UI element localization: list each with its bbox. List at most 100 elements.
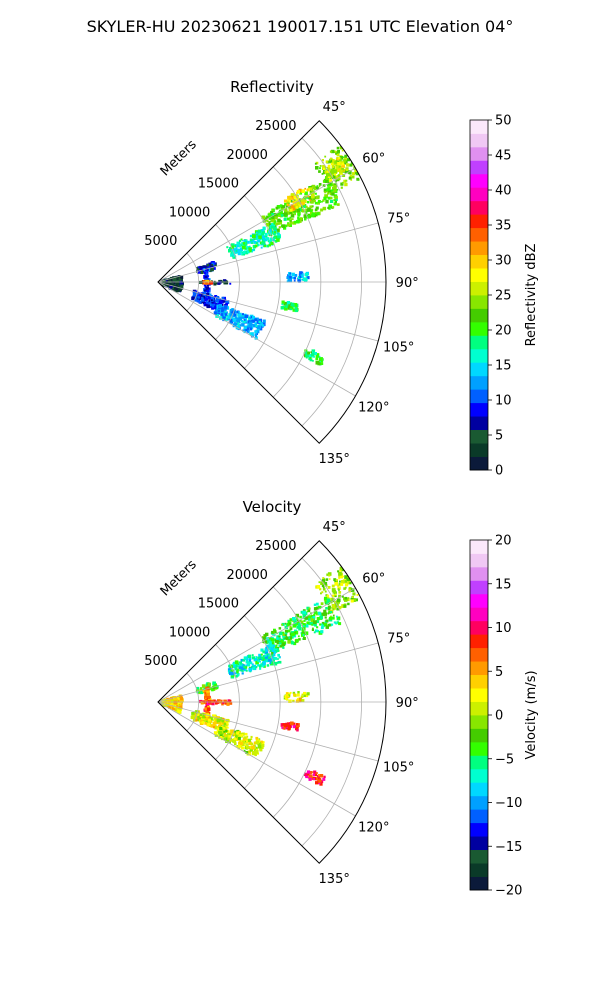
echo-region-core-north — [283, 187, 315, 212]
colorbar-swatch — [470, 863, 488, 877]
colorbar-tick-label: 25 — [495, 289, 512, 304]
angle-tick-label-75: 75° — [387, 632, 410, 647]
colorbar-swatch — [470, 308, 488, 323]
colorbar-swatch — [470, 607, 488, 622]
echo-region-scatter-south — [213, 304, 266, 340]
grid-spoke-105 — [157, 701, 379, 762]
colorbar-swatch — [470, 768, 488, 783]
range-tick-label-20000: 20000 — [227, 568, 268, 583]
echo-field — [158, 146, 360, 366]
grid-spoke-105 — [157, 281, 379, 342]
colorbar-swatch — [470, 375, 488, 390]
colorbar-swatch — [470, 566, 488, 581]
colorbar-swatch — [470, 782, 488, 797]
echo-region-scatter-south — [213, 725, 265, 757]
grid-spoke-75 — [157, 642, 379, 703]
colorbar-swatch — [470, 214, 488, 229]
colorbar-label: Velocity (m/s) — [524, 670, 539, 759]
radial-axis-label: Meters — [158, 557, 200, 599]
colorbar-swatch — [470, 173, 488, 188]
colorbar-swatch — [470, 281, 488, 296]
colorbar-swatch — [470, 809, 488, 824]
grid-spoke-75 — [157, 222, 379, 283]
range-tick-label-15000: 15000 — [198, 597, 239, 612]
range-tick-label-10000: 10000 — [169, 625, 210, 640]
colorbar-swatch — [470, 146, 488, 161]
colorbar: 0 5 10 15 20 25 30 35 40 45 50 Reflectivity dBZ — [469, 114, 539, 479]
velocity-title: Velocity — [243, 498, 302, 516]
colorbar-swatch — [470, 701, 488, 716]
colorbar-tick-label: −15 — [495, 840, 522, 855]
angle-tick-label-105: 105° — [383, 761, 414, 776]
colorbar-swatch — [470, 227, 488, 242]
colorbar-swatch — [470, 715, 488, 729]
colorbar-swatch — [470, 241, 488, 256]
range-tick-label-10000: 10000 — [169, 205, 210, 220]
colorbar-tick-label: 5 — [495, 665, 503, 680]
colorbar-tick-label: 15 — [495, 577, 512, 592]
grid-spoke-60 — [157, 587, 356, 703]
colorbar-swatch — [470, 674, 488, 689]
colorbar-swatch — [470, 849, 488, 864]
colorbar-swatch — [470, 620, 488, 635]
echo-region-streak-100 — [280, 300, 299, 313]
angle-tick-label-105: 105° — [383, 341, 414, 356]
echo-region-streak-117 — [304, 770, 326, 786]
colorbar-tick-label: 20 — [495, 534, 512, 549]
colorbar-tick-label: −5 — [495, 752, 514, 767]
echo-region-dots-88 — [286, 271, 310, 283]
colorbar-swatch — [470, 362, 488, 377]
colorbar-swatch — [470, 755, 488, 770]
colorbar-tick-label: 15 — [495, 359, 512, 374]
angle-tick-label-120: 120° — [358, 821, 389, 836]
colorbar-swatch — [470, 795, 488, 810]
colorbar-swatch — [470, 133, 488, 148]
radial-axis-label: Meters — [158, 137, 200, 179]
angle-tick-label-75: 75° — [387, 212, 410, 227]
angle-tick-label-90: 90° — [396, 696, 419, 711]
colorbar-tick-label: 0 — [495, 464, 503, 479]
range-tick-label-20000: 20000 — [227, 148, 268, 163]
colorbar-tick-label: 35 — [495, 219, 512, 234]
reflectivity-title: Reflectivity — [230, 78, 314, 96]
echo-region-streak-100 — [280, 721, 300, 732]
colorbar-tick-label: 40 — [495, 184, 512, 199]
range-tick-label-5000: 5000 — [144, 234, 177, 249]
angle-tick-label-120: 120° — [358, 401, 389, 416]
colorbar-swatch — [470, 661, 488, 676]
velocity-panel: Velocity 45°60°75°90°105°120°135°5000100… — [144, 498, 539, 899]
colorbar-swatch — [470, 741, 488, 756]
colorbar-swatch — [470, 443, 488, 457]
range-tick-label-5000: 5000 — [144, 654, 177, 669]
colorbar-swatch — [470, 268, 488, 282]
echo-field — [158, 566, 359, 786]
colorbar-swatch — [470, 187, 488, 202]
polar-grid — [157, 120, 386, 444]
colorbar-swatch — [470, 634, 488, 649]
colorbar-swatch — [470, 348, 488, 363]
colorbar-swatch — [470, 593, 488, 608]
angle-tick-label-60: 60° — [362, 571, 385, 586]
colorbar-swatch — [470, 822, 488, 837]
colorbar-swatch — [470, 335, 488, 350]
polar-frame — [157, 540, 387, 864]
colorbar-swatch — [470, 416, 488, 431]
colorbar-tick-label: 30 — [495, 254, 512, 269]
colorbar-swatch — [470, 389, 488, 404]
polar-frame — [157, 120, 387, 444]
colorbar-tick-label: 10 — [495, 394, 512, 409]
colorbar-swatch — [470, 160, 488, 175]
range-tick-label-25000: 25000 — [255, 119, 296, 134]
colorbar-tick-label: −20 — [495, 884, 522, 899]
echo-region-spike-horizontal — [199, 699, 233, 706]
echo-region-dots-88 — [283, 691, 310, 703]
colorbar-swatch — [470, 580, 488, 595]
echo-region-mid-band — [261, 596, 342, 655]
reflectivity-panel: Reflectivity 45°60°75°90°105°120°135°500… — [144, 78, 539, 479]
colorbar-label: Reflectivity dBZ — [524, 244, 539, 347]
colorbar-swatch — [470, 200, 488, 215]
colorbar-swatch — [470, 120, 488, 134]
colorbar-tick-label: −10 — [495, 796, 522, 811]
colorbar-swatch — [470, 688, 488, 702]
